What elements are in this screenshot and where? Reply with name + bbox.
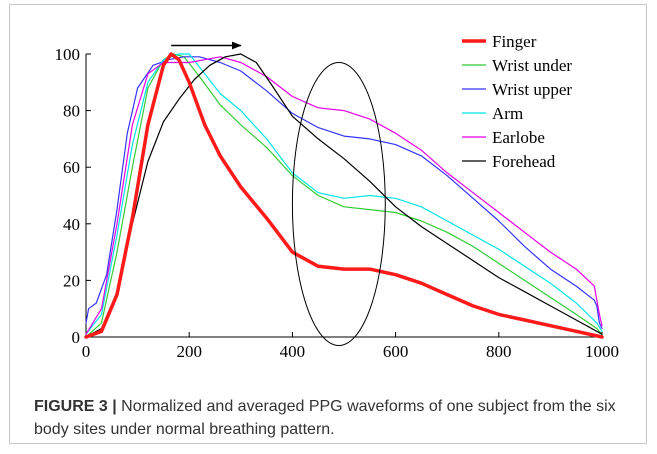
- y-tick-label: 20: [63, 271, 80, 290]
- y-tick-label: 80: [63, 102, 80, 121]
- series-line-earlobe: [85, 56, 603, 335]
- line-chart: 0 200 400 600 800 1000 0 20 40 60 80 100 Finger Wris…: [55, 32, 620, 361]
- annotations: [171, 41, 386, 346]
- y-tick-label: 100: [55, 45, 81, 64]
- legend-label: Forehead: [492, 152, 556, 171]
- series-line-finger: [84, 52, 604, 339]
- axes: 0 200 400 600 800 1000 0 20 40 60 80 100: [55, 45, 620, 361]
- series-line-wrist-upper: [85, 56, 603, 330]
- series-line-forehead: [85, 53, 603, 338]
- caption-label: FIGURE 3 |: [34, 398, 117, 415]
- legend-label: Wrist under: [492, 56, 572, 75]
- x-tick-label: 600: [383, 342, 409, 361]
- y-tick-label: 40: [63, 215, 80, 234]
- annotation-ellipse: [291, 61, 386, 346]
- x-tick-label: 0: [82, 342, 91, 361]
- caption-text: Normalized and averaged PPG waveforms of…: [34, 398, 616, 438]
- x-tick-label: 400: [280, 342, 306, 361]
- x-tick-label: 200: [176, 342, 202, 361]
- y-tick-label: 60: [63, 158, 80, 177]
- legend-label: Wrist upper: [492, 80, 572, 99]
- figure-frame: 0 200 400 600 800 1000 0 20 40 60 80 100 Finger Wris…: [9, 4, 647, 444]
- legend-label: Finger: [492, 32, 537, 51]
- legend-label: Arm: [492, 104, 523, 123]
- y-tick-label: 0: [72, 328, 81, 347]
- series-line-wrist-under: [85, 53, 603, 338]
- legend-label: Earlobe: [492, 128, 545, 147]
- legend: Finger Wrist under Wrist upper Arm Earlobe Fo…: [462, 32, 572, 171]
- figure-caption: FIGURE 3 | Normalized and averaged PPG w…: [34, 395, 644, 441]
- x-tick-label: 1000: [585, 342, 619, 361]
- series-lines: [84, 52, 604, 339]
- x-tick-label: 800: [486, 342, 512, 361]
- series-line-arm: [85, 53, 603, 335]
